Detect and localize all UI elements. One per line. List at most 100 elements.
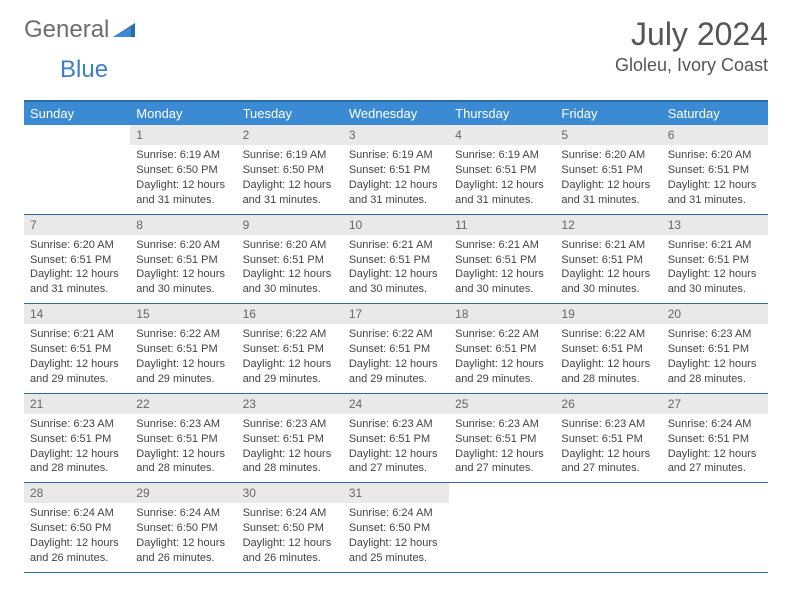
sunset-text: Sunset: 6:50 PM xyxy=(243,521,337,536)
week-row: 14Sunrise: 6:21 AMSunset: 6:51 PMDayligh… xyxy=(24,304,768,394)
day-body: Sunrise: 6:22 AMSunset: 6:51 PMDaylight:… xyxy=(130,324,236,392)
day-cell: 15Sunrise: 6:22 AMSunset: 6:51 PMDayligh… xyxy=(130,304,236,393)
sunrise-text: Sunrise: 6:21 AM xyxy=(455,238,549,253)
day-cell: 6Sunrise: 6:20 AMSunset: 6:51 PMDaylight… xyxy=(662,125,768,214)
day-header: Wednesday xyxy=(343,102,449,125)
day-body: Sunrise: 6:21 AMSunset: 6:51 PMDaylight:… xyxy=(555,235,661,303)
day-body: Sunrise: 6:19 AMSunset: 6:50 PMDaylight:… xyxy=(237,145,343,213)
sunset-text: Sunset: 6:50 PM xyxy=(136,163,230,178)
day-cell: 28Sunrise: 6:24 AMSunset: 6:50 PMDayligh… xyxy=(24,483,130,572)
day-body: Sunrise: 6:22 AMSunset: 6:51 PMDaylight:… xyxy=(343,324,449,392)
logo: General xyxy=(24,16,137,44)
day-cell: 14Sunrise: 6:21 AMSunset: 6:51 PMDayligh… xyxy=(24,304,130,393)
sunrise-text: Sunrise: 6:21 AM xyxy=(668,238,762,253)
sunset-text: Sunset: 6:51 PM xyxy=(243,432,337,447)
daylight-text: Daylight: 12 hours and 25 minutes. xyxy=(349,536,443,566)
day-body: Sunrise: 6:23 AMSunset: 6:51 PMDaylight:… xyxy=(449,414,555,482)
sunrise-text: Sunrise: 6:21 AM xyxy=(30,327,124,342)
day-cell: 30Sunrise: 6:24 AMSunset: 6:50 PMDayligh… xyxy=(237,483,343,572)
day-cell: 27Sunrise: 6:24 AMSunset: 6:51 PMDayligh… xyxy=(662,394,768,483)
day-number: 25 xyxy=(449,394,555,414)
day-number: 18 xyxy=(449,304,555,324)
daylight-text: Daylight: 12 hours and 27 minutes. xyxy=(349,447,443,477)
day-body: Sunrise: 6:21 AMSunset: 6:51 PMDaylight:… xyxy=(343,235,449,303)
day-body: Sunrise: 6:21 AMSunset: 6:51 PMDaylight:… xyxy=(24,324,130,392)
day-number: 26 xyxy=(555,394,661,414)
day-number: 19 xyxy=(555,304,661,324)
sunset-text: Sunset: 6:51 PM xyxy=(349,253,443,268)
sunset-text: Sunset: 6:50 PM xyxy=(136,521,230,536)
day-header: Friday xyxy=(555,102,661,125)
daylight-text: Daylight: 12 hours and 28 minutes. xyxy=(30,447,124,477)
day-number: 15 xyxy=(130,304,236,324)
daylight-text: Daylight: 12 hours and 30 minutes. xyxy=(349,267,443,297)
day-cell: 26Sunrise: 6:23 AMSunset: 6:51 PMDayligh… xyxy=(555,394,661,483)
daylight-text: Daylight: 12 hours and 31 minutes. xyxy=(668,178,762,208)
daylight-text: Daylight: 12 hours and 29 minutes. xyxy=(455,357,549,387)
logo-text-blue: Blue xyxy=(60,56,108,83)
sunrise-text: Sunrise: 6:23 AM xyxy=(243,417,337,432)
sunset-text: Sunset: 6:51 PM xyxy=(136,253,230,268)
day-body: Sunrise: 6:23 AMSunset: 6:51 PMDaylight:… xyxy=(343,414,449,482)
day-body: Sunrise: 6:20 AMSunset: 6:51 PMDaylight:… xyxy=(555,145,661,213)
daylight-text: Daylight: 12 hours and 26 minutes. xyxy=(30,536,124,566)
day-body: Sunrise: 6:23 AMSunset: 6:51 PMDaylight:… xyxy=(24,414,130,482)
day-cell: 16Sunrise: 6:22 AMSunset: 6:51 PMDayligh… xyxy=(237,304,343,393)
sunrise-text: Sunrise: 6:22 AM xyxy=(561,327,655,342)
sunrise-text: Sunrise: 6:20 AM xyxy=(668,148,762,163)
sunrise-text: Sunrise: 6:20 AM xyxy=(561,148,655,163)
day-cell: 29Sunrise: 6:24 AMSunset: 6:50 PMDayligh… xyxy=(130,483,236,572)
sunrise-text: Sunrise: 6:24 AM xyxy=(136,506,230,521)
sunset-text: Sunset: 6:51 PM xyxy=(30,253,124,268)
day-body: Sunrise: 6:21 AMSunset: 6:51 PMDaylight:… xyxy=(449,235,555,303)
day-number: 20 xyxy=(662,304,768,324)
day-number: 16 xyxy=(237,304,343,324)
daylight-text: Daylight: 12 hours and 31 minutes. xyxy=(136,178,230,208)
sunrise-text: Sunrise: 6:22 AM xyxy=(349,327,443,342)
sunset-text: Sunset: 6:51 PM xyxy=(561,342,655,357)
sunrise-text: Sunrise: 6:23 AM xyxy=(30,417,124,432)
day-cell: 4Sunrise: 6:19 AMSunset: 6:51 PMDaylight… xyxy=(449,125,555,214)
sunrise-text: Sunrise: 6:19 AM xyxy=(136,148,230,163)
day-cell: 3Sunrise: 6:19 AMSunset: 6:51 PMDaylight… xyxy=(343,125,449,214)
day-cell: 8Sunrise: 6:20 AMSunset: 6:51 PMDaylight… xyxy=(130,215,236,304)
day-number: 21 xyxy=(24,394,130,414)
day-number: 24 xyxy=(343,394,449,414)
sunset-text: Sunset: 6:51 PM xyxy=(30,432,124,447)
daylight-text: Daylight: 12 hours and 30 minutes. xyxy=(136,267,230,297)
daylight-text: Daylight: 12 hours and 29 minutes. xyxy=(136,357,230,387)
day-header: Monday xyxy=(130,102,236,125)
day-number: 23 xyxy=(237,394,343,414)
sunrise-text: Sunrise: 6:19 AM xyxy=(349,148,443,163)
day-cell: 21Sunrise: 6:23 AMSunset: 6:51 PMDayligh… xyxy=(24,394,130,483)
day-cell: 17Sunrise: 6:22 AMSunset: 6:51 PMDayligh… xyxy=(343,304,449,393)
day-cell: 23Sunrise: 6:23 AMSunset: 6:51 PMDayligh… xyxy=(237,394,343,483)
day-cell: 25Sunrise: 6:23 AMSunset: 6:51 PMDayligh… xyxy=(449,394,555,483)
week-row: 28Sunrise: 6:24 AMSunset: 6:50 PMDayligh… xyxy=(24,483,768,573)
daylight-text: Daylight: 12 hours and 28 minutes. xyxy=(668,357,762,387)
day-body: Sunrise: 6:22 AMSunset: 6:51 PMDaylight:… xyxy=(237,324,343,392)
day-body: Sunrise: 6:24 AMSunset: 6:50 PMDaylight:… xyxy=(130,503,236,571)
sunset-text: Sunset: 6:51 PM xyxy=(668,432,762,447)
sunset-text: Sunset: 6:51 PM xyxy=(349,432,443,447)
daylight-text: Daylight: 12 hours and 28 minutes. xyxy=(561,357,655,387)
day-header: Tuesday xyxy=(237,102,343,125)
day-cell: 11Sunrise: 6:21 AMSunset: 6:51 PMDayligh… xyxy=(449,215,555,304)
sunset-text: Sunset: 6:51 PM xyxy=(668,163,762,178)
daylight-text: Daylight: 12 hours and 27 minutes. xyxy=(561,447,655,477)
sunset-text: Sunset: 6:50 PM xyxy=(243,163,337,178)
day-cell: 1Sunrise: 6:19 AMSunset: 6:50 PMDaylight… xyxy=(130,125,236,214)
sunset-text: Sunset: 6:51 PM xyxy=(561,253,655,268)
daylight-text: Daylight: 12 hours and 31 minutes. xyxy=(455,178,549,208)
daylight-text: Daylight: 12 hours and 29 minutes. xyxy=(349,357,443,387)
day-body: Sunrise: 6:23 AMSunset: 6:51 PMDaylight:… xyxy=(555,414,661,482)
day-body: Sunrise: 6:20 AMSunset: 6:51 PMDaylight:… xyxy=(237,235,343,303)
sunrise-text: Sunrise: 6:23 AM xyxy=(455,417,549,432)
day-body: Sunrise: 6:19 AMSunset: 6:51 PMDaylight:… xyxy=(449,145,555,213)
day-cell: 22Sunrise: 6:23 AMSunset: 6:51 PMDayligh… xyxy=(130,394,236,483)
day-number: 5 xyxy=(555,125,661,145)
day-cell: 12Sunrise: 6:21 AMSunset: 6:51 PMDayligh… xyxy=(555,215,661,304)
day-cell: 19 Sunrise: 6:22 AMSunset: 6:51 PMDayligh… xyxy=(555,304,661,393)
day-cell: 5Sunrise: 6:20 AMSunset: 6:51 PMDaylight… xyxy=(555,125,661,214)
day-body: Sunrise: 6:19 AMSunset: 6:51 PMDaylight:… xyxy=(343,145,449,213)
